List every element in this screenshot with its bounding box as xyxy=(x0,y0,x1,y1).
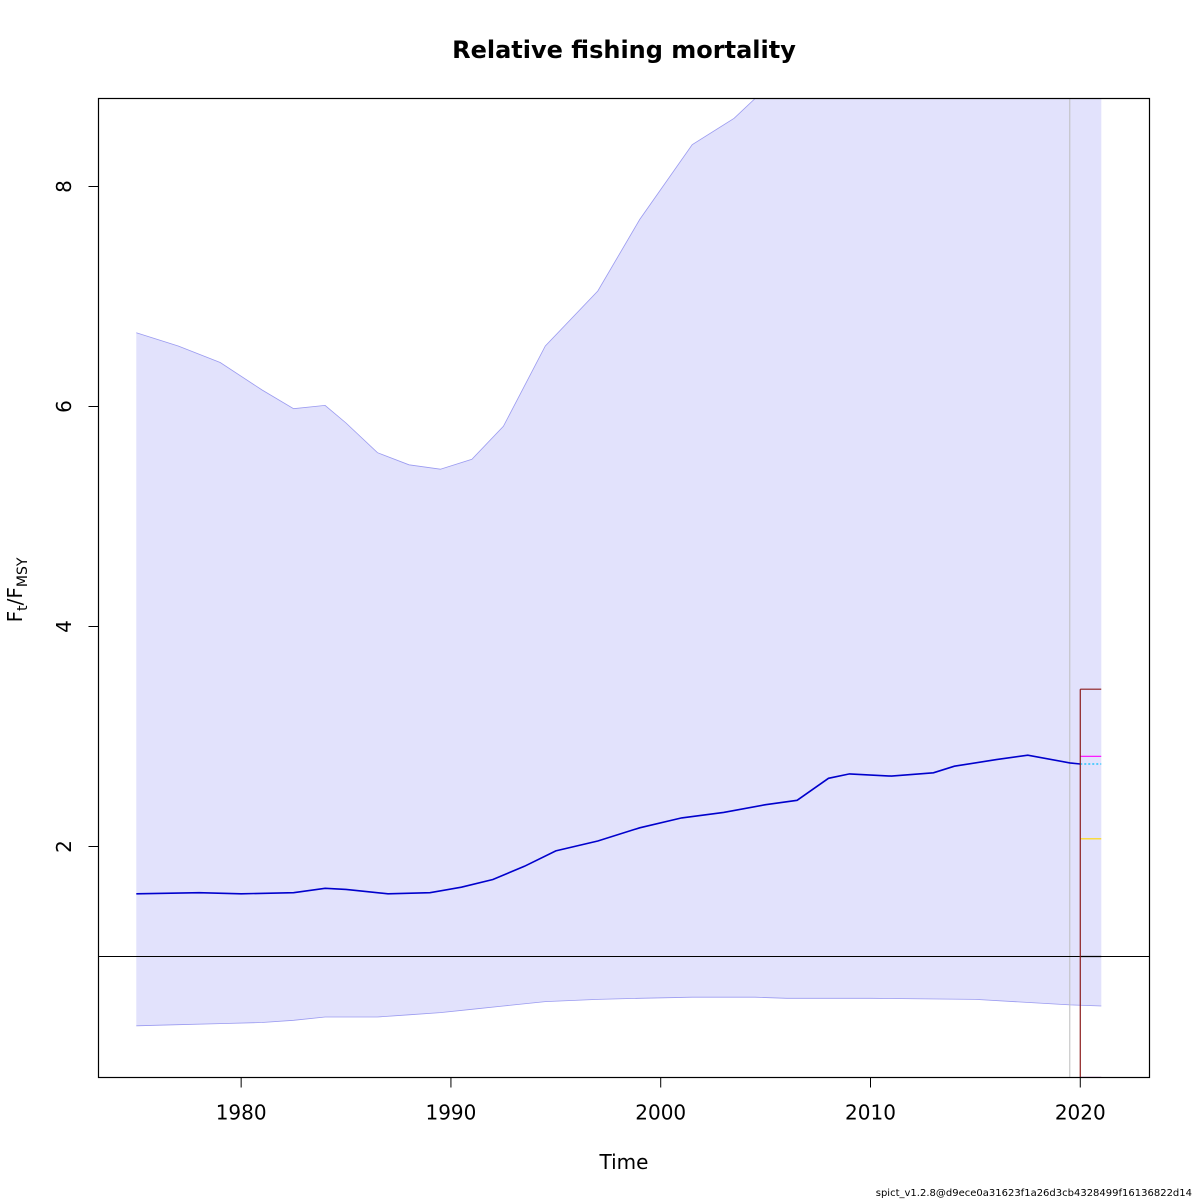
y-axis-label: Ft/FMSY xyxy=(3,557,31,622)
x-tick-label-2020: 2020 xyxy=(1055,1101,1106,1125)
plot-area xyxy=(98,98,1150,1078)
version-footer: spict_v1.2.8@d9ece0a31623f1a26d3cb432849… xyxy=(876,1188,1192,1199)
y-tick-label-8: 8 xyxy=(52,180,76,193)
ci-upper-edge xyxy=(136,98,1102,470)
x-axis-label: Time xyxy=(599,1150,649,1174)
plot-frame xyxy=(97,97,1151,1079)
y-tick-label-2: 2 xyxy=(52,840,76,853)
y-axis: 2 4 6 8 xyxy=(52,180,99,853)
y-label-sub1: t xyxy=(15,605,31,611)
series-line-0 xyxy=(136,754,1081,895)
chart-title: Relative fishing mortality xyxy=(452,36,796,64)
y-label-main: F xyxy=(3,611,27,623)
x-axis: 1980 1990 2000 2010 2020 xyxy=(216,1077,1106,1125)
x-tick-label-2010: 2010 xyxy=(845,1101,896,1125)
confidence-band xyxy=(136,98,1102,1026)
y-label-sub2: MSY xyxy=(15,557,31,587)
x-tick-label-1990: 1990 xyxy=(425,1101,476,1125)
x-tick-label-1980: 1980 xyxy=(216,1101,267,1125)
y-label-sep: /F xyxy=(3,587,27,605)
ci-lower-edge xyxy=(136,996,1102,1027)
x-tick-label-2000: 2000 xyxy=(635,1101,686,1125)
plot-content xyxy=(98,98,1150,1078)
y-tick-label-6: 6 xyxy=(52,400,76,413)
y-tick-label-4: 4 xyxy=(52,620,76,633)
